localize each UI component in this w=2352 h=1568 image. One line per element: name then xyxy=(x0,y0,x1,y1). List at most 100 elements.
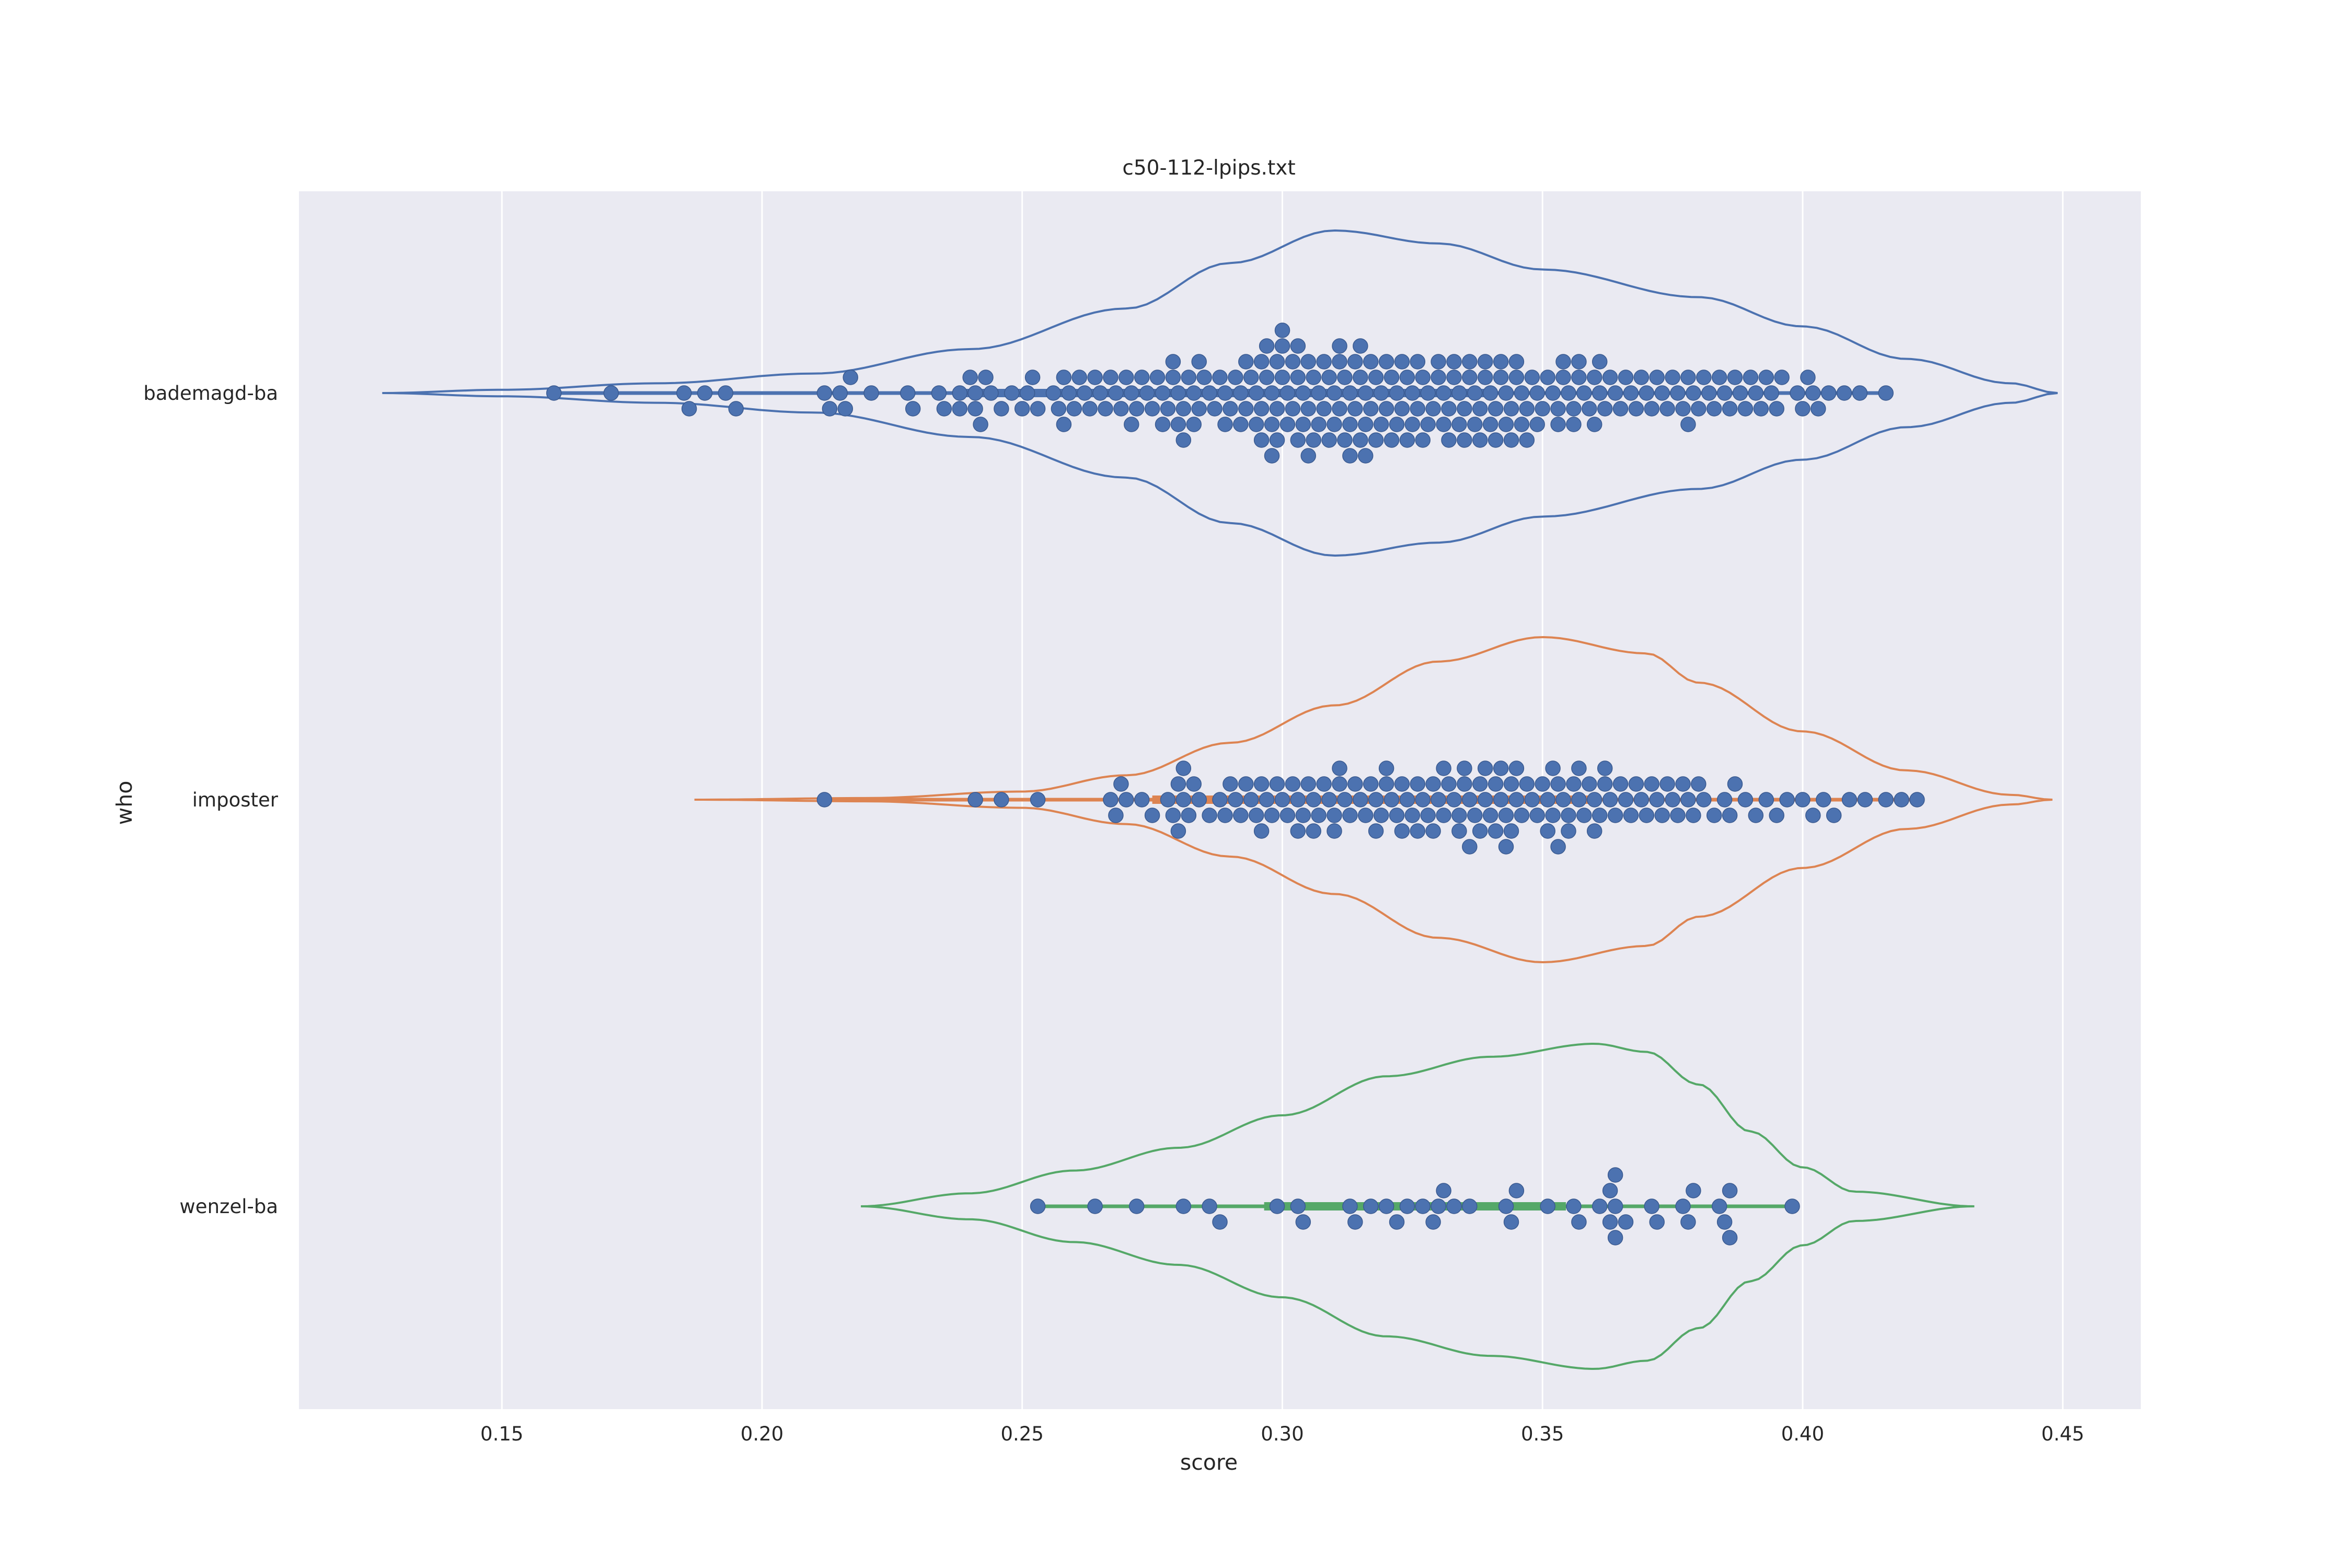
data-point xyxy=(1571,792,1587,808)
data-point xyxy=(1342,385,1358,401)
data-point xyxy=(1175,760,1192,776)
data-point xyxy=(1633,370,1650,385)
data-point xyxy=(1144,401,1160,417)
data-point xyxy=(1535,401,1550,417)
data-point xyxy=(1540,1198,1555,1214)
data-point xyxy=(1274,792,1290,808)
data-point xyxy=(1571,1214,1587,1230)
data-point xyxy=(1175,1198,1192,1214)
data-point xyxy=(1321,792,1337,808)
data-point xyxy=(1253,823,1270,839)
data-point xyxy=(603,385,619,401)
data-point xyxy=(1691,401,1707,417)
data-point xyxy=(1404,808,1421,823)
data-point xyxy=(1607,1230,1623,1246)
data-point xyxy=(1420,808,1436,823)
data-point xyxy=(1327,417,1342,432)
data-point xyxy=(1425,823,1441,839)
data-point xyxy=(1524,792,1540,808)
data-point xyxy=(1019,385,1035,401)
data-point xyxy=(1649,1214,1665,1230)
data-point xyxy=(1420,385,1436,401)
chart-title: c50-112-lpips.txt xyxy=(1122,156,1295,180)
data-point xyxy=(1576,385,1592,401)
data-point xyxy=(1175,792,1192,808)
data-point xyxy=(1550,417,1566,432)
data-point xyxy=(1170,385,1186,401)
data-point xyxy=(1332,354,1347,370)
data-point xyxy=(1378,1198,1394,1214)
data-point xyxy=(1571,354,1587,370)
data-point xyxy=(1170,823,1186,839)
data-point xyxy=(1269,432,1285,448)
data-point xyxy=(728,401,744,417)
data-point xyxy=(1503,432,1519,448)
data-point xyxy=(1540,370,1555,385)
data-point xyxy=(1124,417,1139,432)
data-point xyxy=(1462,354,1478,370)
data-point xyxy=(1493,792,1509,808)
data-point xyxy=(1488,823,1504,839)
data-point xyxy=(1722,1230,1738,1246)
data-point xyxy=(1415,1198,1431,1214)
data-point xyxy=(1404,385,1421,401)
data-point xyxy=(1498,1198,1514,1214)
data-point xyxy=(1472,823,1488,839)
data-point xyxy=(1597,776,1613,792)
data-point xyxy=(1841,792,1858,808)
data-point xyxy=(1347,354,1363,370)
data-point xyxy=(1878,385,1894,401)
y-tick-labels: bademagd-ba imposter wenzel-ba xyxy=(143,382,278,1218)
data-point xyxy=(1337,432,1353,448)
data-point xyxy=(1119,370,1134,385)
data-point xyxy=(1462,839,1478,855)
data-point xyxy=(1795,792,1811,808)
data-point xyxy=(1441,401,1457,417)
data-point xyxy=(1457,776,1472,792)
data-point xyxy=(1217,808,1233,823)
data-point xyxy=(1545,385,1561,401)
data-point xyxy=(1363,354,1379,370)
data-point xyxy=(1202,385,1217,401)
data-point xyxy=(1670,385,1686,401)
data-point xyxy=(1462,792,1478,808)
data-point xyxy=(1149,370,1166,385)
data-point xyxy=(718,385,734,401)
x-tick-label: 0.45 xyxy=(2041,1423,2084,1445)
data-point xyxy=(1805,808,1821,823)
data-point xyxy=(1353,338,1368,354)
data-point xyxy=(1290,338,1306,354)
x-tick-label: 0.15 xyxy=(480,1423,523,1445)
data-point xyxy=(1399,792,1415,808)
data-point xyxy=(1503,401,1519,417)
data-point xyxy=(1306,432,1321,448)
data-point xyxy=(1467,808,1483,823)
data-point xyxy=(1399,1198,1415,1214)
data-point xyxy=(816,385,833,401)
data-point xyxy=(1300,401,1316,417)
data-point xyxy=(1493,760,1509,776)
data-point xyxy=(1061,385,1077,401)
data-point xyxy=(1743,370,1759,385)
x-tick-label: 0.30 xyxy=(1261,1423,1304,1445)
data-point xyxy=(1628,776,1644,792)
data-point xyxy=(1472,401,1488,417)
data-point xyxy=(900,385,916,401)
data-point xyxy=(1878,792,1894,808)
data-point xyxy=(1186,417,1202,432)
data-point xyxy=(1378,760,1394,776)
data-point xyxy=(1394,776,1410,792)
data-point xyxy=(1612,401,1629,417)
data-point xyxy=(1368,823,1384,839)
data-point xyxy=(1056,417,1072,432)
data-point xyxy=(1404,417,1421,432)
data-point xyxy=(1711,370,1727,385)
data-point xyxy=(1253,354,1270,370)
data-point xyxy=(1155,385,1171,401)
data-point xyxy=(1571,370,1587,385)
data-point xyxy=(1748,385,1764,401)
data-point xyxy=(1124,385,1139,401)
data-point xyxy=(1269,776,1285,792)
data-point xyxy=(1415,792,1431,808)
data-point xyxy=(1451,823,1467,839)
